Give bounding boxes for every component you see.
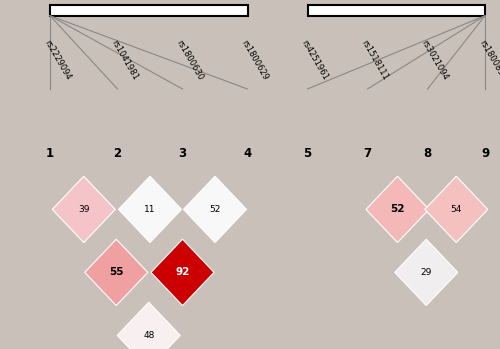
Text: rs1518111: rs1518111 — [360, 38, 390, 82]
Bar — [50, 5, 248, 16]
Text: rs1800893: rs1800893 — [477, 38, 500, 82]
Text: rs2229094: rs2229094 — [42, 38, 72, 82]
Polygon shape — [84, 239, 148, 306]
Text: 29: 29 — [420, 268, 432, 277]
Text: 54: 54 — [450, 205, 462, 214]
Text: 2: 2 — [114, 147, 122, 160]
Polygon shape — [184, 176, 246, 243]
Text: 39: 39 — [78, 205, 90, 214]
Text: 5: 5 — [304, 147, 312, 160]
Text: 7: 7 — [364, 147, 372, 160]
Text: rs1800630: rs1800630 — [174, 38, 205, 82]
Text: 52: 52 — [390, 205, 404, 214]
Text: 9: 9 — [481, 147, 489, 160]
Text: 92: 92 — [176, 267, 190, 277]
Text: 1: 1 — [46, 147, 54, 160]
Text: 55: 55 — [109, 267, 124, 277]
Polygon shape — [424, 176, 488, 243]
Text: rs3021094: rs3021094 — [420, 38, 450, 82]
Text: 3: 3 — [178, 147, 186, 160]
Polygon shape — [395, 239, 458, 306]
Polygon shape — [118, 176, 182, 243]
Text: rs1800629: rs1800629 — [240, 38, 270, 82]
Text: rs1041981: rs1041981 — [110, 38, 140, 82]
Text: rs4251961: rs4251961 — [300, 38, 330, 82]
Text: 52: 52 — [210, 205, 220, 214]
Polygon shape — [151, 239, 214, 306]
Polygon shape — [52, 176, 115, 243]
Polygon shape — [366, 176, 429, 243]
Bar — [308, 5, 485, 16]
Polygon shape — [117, 302, 180, 349]
Text: 4: 4 — [244, 147, 252, 160]
Text: 11: 11 — [144, 205, 156, 214]
Text: 8: 8 — [424, 147, 432, 160]
Text: 48: 48 — [143, 331, 154, 340]
